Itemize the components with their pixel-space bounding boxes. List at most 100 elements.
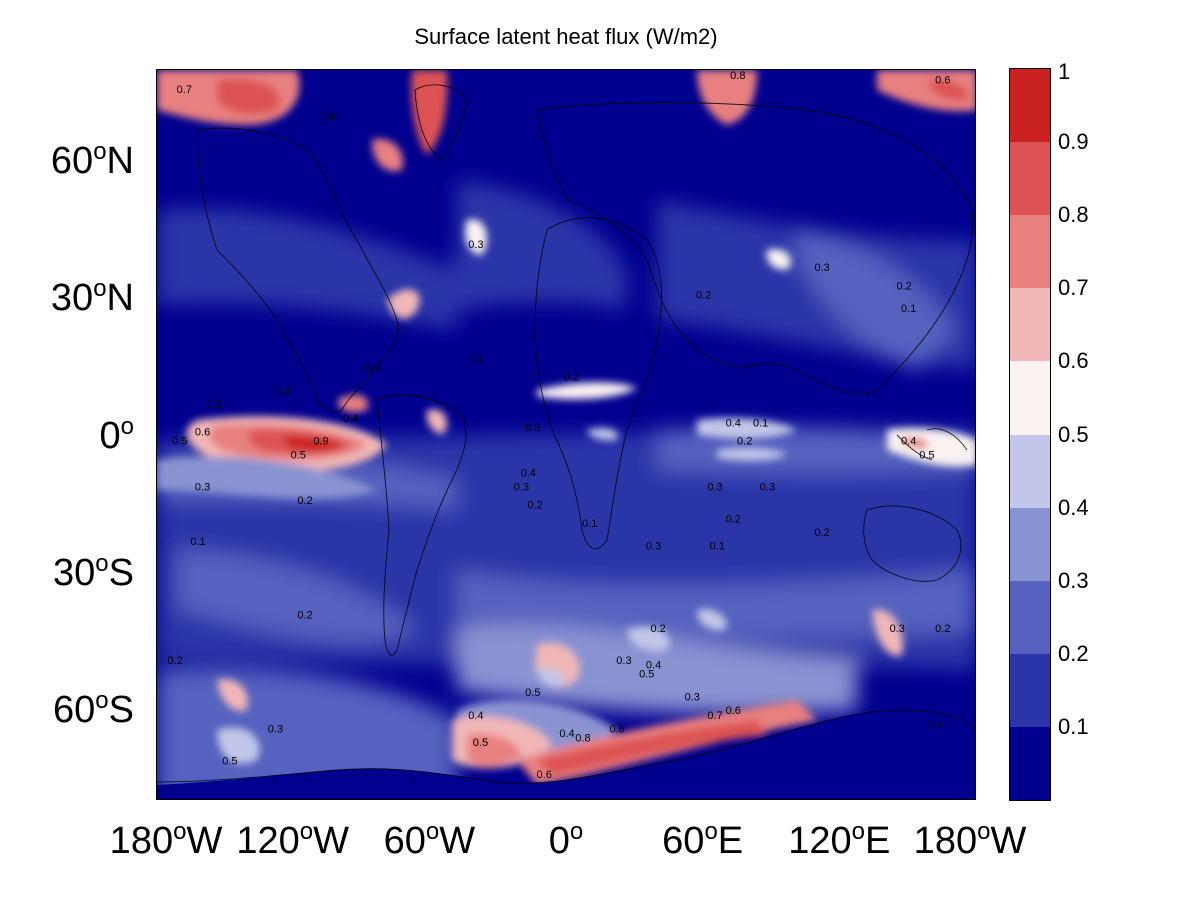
contour-label: 0.3 — [616, 655, 631, 667]
colorbar-segment — [1010, 361, 1050, 435]
y-tick-number: 60 — [53, 688, 96, 731]
contour-label: 0.4 — [559, 728, 574, 740]
contour-label: 0.2 — [564, 372, 579, 384]
contour-label: 0.3 — [760, 481, 775, 493]
y-tick-label: 30oS — [53, 549, 134, 594]
y-tick-label: 0o — [99, 412, 135, 457]
y-tick-number: 30 — [53, 551, 96, 594]
y-tick-number: 30 — [50, 277, 94, 320]
x-tick-number: 60 — [383, 820, 426, 862]
contour-label: 0.2 — [297, 495, 312, 507]
colorbar-tick-label: 0.5 — [1058, 421, 1089, 447]
contour-label: 0.6 — [195, 427, 210, 439]
colorbar-tick-label: 0.6 — [1058, 348, 1089, 374]
y-tick-hemisphere: S — [108, 688, 134, 731]
contour-label: 0.1 — [582, 518, 597, 530]
colorbar-segment — [1010, 142, 1050, 216]
colorbar — [1009, 68, 1051, 801]
contour-label: 0.7 — [707, 710, 722, 722]
x-tick-label: 120oW — [236, 818, 349, 862]
colorbar-tick-label: 0.8 — [1058, 202, 1089, 228]
contour-label: 0.4 — [901, 436, 916, 448]
field-high-features — [157, 70, 975, 785]
y-tick-number: 0 — [99, 414, 121, 457]
x-tick-number: 60 — [662, 820, 705, 862]
contour-label: 0.5 — [639, 669, 654, 681]
contour-label: 0.2 — [206, 399, 221, 411]
y-tick-label: 30oN — [50, 277, 134, 320]
degree-symbol: o — [299, 818, 314, 845]
contour-label: 0.6 — [609, 723, 624, 735]
colorbar-tick-label: 0.2 — [1058, 640, 1089, 666]
x-tick-hemisphere: W — [313, 820, 349, 862]
contour-label: 0.1 — [753, 417, 768, 429]
degree-symbol: o — [173, 818, 187, 845]
colorbar-segment — [1010, 726, 1050, 801]
x-tick-label: 60oW — [383, 818, 476, 862]
contour-label: 0.3 — [195, 481, 210, 493]
contour-label: 0.4 — [928, 719, 943, 731]
x-tick-hemisphere: E — [717, 820, 744, 862]
contour-label: 0.2 — [737, 436, 752, 448]
contour-label: 0.5 — [919, 449, 934, 461]
contour-label: 0.3 — [814, 262, 829, 274]
degree-symbol: o — [95, 686, 109, 714]
colorbar-segment — [1010, 215, 1050, 289]
colorbar-tick-label: 0.9 — [1058, 129, 1089, 155]
y-tick-label: 60oN — [50, 138, 134, 183]
contour-label: 0.9 — [313, 436, 328, 448]
contour-label: 0.4 — [343, 413, 358, 425]
contour-label: 0.3 — [685, 691, 700, 703]
contour-label: 0.3 — [646, 541, 661, 553]
contour-labels: 0.80.70.30.90.50.60.40.20.30.50.20.30.20… — [168, 70, 951, 781]
colorbar-segment — [1010, 434, 1050, 509]
colorbar-tick-label: 0.4 — [1058, 494, 1089, 520]
coastlines — [157, 84, 975, 784]
contour-label: 0.3 — [514, 481, 529, 493]
degree-symbol: o — [93, 138, 107, 166]
y-tick-hemisphere: S — [108, 551, 134, 594]
degree-symbol: o — [704, 818, 718, 845]
contour-label: 0.3 — [268, 723, 283, 735]
colorbar-segment — [1010, 69, 1050, 143]
contour-label: 0.1 — [190, 536, 205, 548]
contour-label: 0.6 — [935, 75, 950, 87]
contour-label: 0.2 — [896, 280, 911, 292]
degree-symbol: o — [95, 549, 109, 577]
contour-label: 0.4 — [646, 660, 661, 672]
contour-label: 0.7 — [177, 84, 192, 96]
x-tick-hemisphere: E — [865, 820, 891, 862]
contour-label: 0.3 — [707, 481, 722, 493]
contour-label: 0.8 — [730, 70, 745, 82]
x-tick-label: 180oW — [109, 818, 223, 862]
degree-symbol: o — [120, 412, 134, 440]
contour-label: 0.5 — [291, 449, 306, 461]
degree-symbol: o — [569, 818, 584, 845]
degree-symbol: o — [425, 818, 440, 845]
contour-label: 0.5 — [222, 755, 237, 767]
contour-label: 0.3 — [275, 385, 290, 397]
field-low-bands — [157, 180, 975, 799]
contour-label: 0.1 — [710, 541, 725, 553]
contour-label: 0.5 — [525, 687, 540, 699]
contour-label: 0.2 — [814, 527, 829, 539]
degree-symbol: o — [977, 818, 991, 845]
contour-label: 0.1 — [468, 353, 483, 365]
contour-label: 0.1 — [901, 303, 916, 315]
x-tick-number: 120 — [788, 820, 852, 862]
contour-label: 0.4 — [468, 710, 483, 722]
contour-label: 0.3 — [468, 239, 483, 251]
y-tick-number: 60 — [50, 140, 94, 183]
x-tick-number: 120 — [236, 820, 300, 862]
latent-heat-flux-map: 0.80.70.30.90.50.60.40.20.30.50.20.30.20… — [157, 70, 975, 799]
x-tick-number: 180 — [109, 820, 174, 862]
contour-label: 0.8 — [575, 733, 590, 745]
contour-label: 0.5 — [172, 436, 187, 448]
colorbar-tick-label: 0.7 — [1058, 275, 1089, 301]
contour-label: 0.2 — [650, 623, 665, 635]
antarctica-region — [157, 710, 975, 799]
colorbar-segment — [1010, 288, 1050, 362]
y-tick-hemisphere: N — [106, 140, 134, 183]
contour-label: 0.8 — [320, 111, 335, 123]
contour-label: 0.5 — [473, 737, 488, 749]
